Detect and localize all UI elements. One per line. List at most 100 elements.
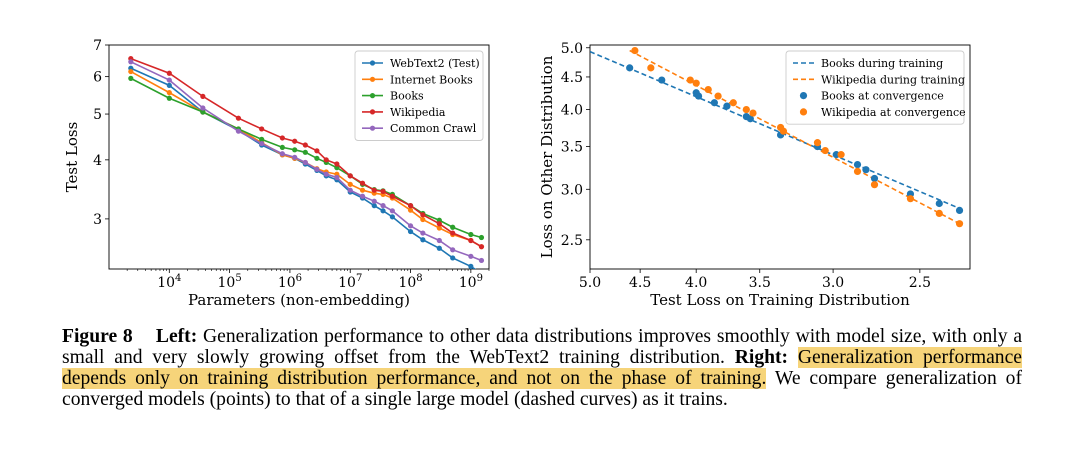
legend-frame xyxy=(785,50,965,125)
x-tick-exponent: 7 xyxy=(356,273,362,284)
data-point-books xyxy=(259,136,265,142)
x-tick-label: 107 xyxy=(338,273,362,291)
data-point-common-crawl xyxy=(279,151,285,157)
data-point-internet-books xyxy=(347,181,353,187)
y-tick-label: 2.5 xyxy=(561,233,583,249)
x-tick-base: 10 xyxy=(459,275,477,291)
y-tick-label: 3 xyxy=(93,212,102,228)
plot-frame xyxy=(108,44,490,270)
data-point-common-crawl xyxy=(468,253,474,259)
data-point-common-crawl xyxy=(371,198,377,204)
legend-label-wikipedia-during-training: Wikipedia during training xyxy=(821,73,965,86)
data-point-wikipedia-at-convergence xyxy=(704,85,712,94)
x-tick-label: 3.0 xyxy=(822,275,844,291)
data-point-wikipedia xyxy=(323,157,329,163)
data-point-common-crawl xyxy=(292,154,298,160)
data-point-wikipedia-at-convergence xyxy=(821,146,829,155)
data-point-wikipedia-at-convergence xyxy=(935,209,943,218)
data-point-books xyxy=(166,95,172,101)
legend-marker-wikipedia xyxy=(369,109,376,115)
legend-frame xyxy=(354,50,484,141)
data-point-wikipedia xyxy=(334,161,340,167)
data-point-common-crawl xyxy=(450,247,456,253)
y-tick-label: 3.0 xyxy=(561,182,583,198)
x-tick-base: 10 xyxy=(338,275,356,291)
x-tick-label: 105 xyxy=(218,273,242,291)
data-point-books-at-convergence xyxy=(694,92,703,100)
legend: Books during training Wikipedia during tr… xyxy=(785,50,966,125)
x-tick-label: 109 xyxy=(459,273,483,291)
series-line-books xyxy=(130,77,482,239)
x-tick-exponent: 8 xyxy=(416,273,422,284)
data-point-books xyxy=(450,224,456,230)
x-tick-base: 10 xyxy=(278,275,296,291)
x-tick-base: 10 xyxy=(157,275,175,291)
data-point-books-at-convergence xyxy=(870,174,879,183)
data-point-wikipedia-at-convergence xyxy=(853,167,862,176)
caption-closing-text: We compare generalization of converged m… xyxy=(62,368,1022,410)
data-point-wikipedia xyxy=(468,237,474,244)
data-point-wikipedia xyxy=(292,138,298,144)
data-point-internet-books xyxy=(359,187,366,193)
data-point-books-at-convergence xyxy=(626,64,634,72)
data-point-wikipedia xyxy=(407,203,414,209)
data-point-common-crawl xyxy=(347,187,353,193)
y-axis-label: Test Loss xyxy=(63,122,81,193)
data-point-wikipedia xyxy=(259,126,265,132)
data-point-common-crawl xyxy=(128,59,134,65)
plot-area xyxy=(590,46,964,228)
x-tick-label: 104 xyxy=(157,273,181,291)
data-point-wikipedia-at-convergence xyxy=(813,139,822,147)
data-point-webtext2-test xyxy=(407,228,414,235)
data-point-wikipedia xyxy=(314,148,320,154)
data-point-wikipedia xyxy=(478,244,485,250)
data-point-common-crawl xyxy=(334,174,340,181)
data-point-common-crawl xyxy=(235,128,242,134)
data-point-books xyxy=(478,234,485,241)
series-line-books-during-training xyxy=(590,50,960,210)
data-point-common-crawl xyxy=(420,230,426,236)
caption-left-label: Left: xyxy=(155,326,198,347)
data-point-wikipedia xyxy=(359,180,366,186)
data-point-wikipedia-at-convergence xyxy=(955,220,964,228)
y-tick-label: 3.5 xyxy=(561,140,583,156)
y-axis-label: Loss on Other Distribution xyxy=(538,55,556,258)
legend-label-books-during-training: Books during training xyxy=(821,57,943,70)
figure-caption: Figure 8 Left: Generalization performanc… xyxy=(62,326,1022,410)
x-tick-exponent: 6 xyxy=(296,273,302,284)
y-tick-label: 5 xyxy=(93,107,102,123)
data-point-webtext2-test xyxy=(450,255,456,261)
data-point-webtext2-test xyxy=(436,245,442,251)
data-point-books-at-convergence xyxy=(746,115,754,123)
data-point-wikipedia xyxy=(279,135,285,141)
data-point-wikipedia xyxy=(302,142,308,148)
legend-label-internet-books: Internet Books xyxy=(390,73,473,86)
data-point-books xyxy=(200,109,206,115)
legend-label-wikipedia: Wikipedia xyxy=(390,106,446,119)
legend-marker-books xyxy=(369,93,376,99)
caption-figure-label: Figure 8 xyxy=(62,326,133,347)
caption-left-text: Generalization performance to other data… xyxy=(62,326,1023,368)
data-point-wikipedia-at-convergence xyxy=(647,64,655,72)
data-point-internet-books xyxy=(166,90,172,96)
data-point-wikipedia-at-convergence xyxy=(749,109,757,117)
data-point-wikipedia-at-convergence xyxy=(906,195,915,203)
x-tick-base: 10 xyxy=(218,275,236,291)
data-point-wikipedia-at-convergence xyxy=(837,151,845,159)
plot-frame xyxy=(589,44,971,270)
data-point-wikipedia-at-convergence xyxy=(714,92,722,100)
series-line-common-crawl xyxy=(130,61,482,262)
x-tick-exponent: 9 xyxy=(477,273,483,284)
data-point-internet-books xyxy=(407,207,414,213)
data-point-common-crawl xyxy=(436,237,442,244)
data-point-books xyxy=(292,147,298,153)
data-point-wikipedia xyxy=(420,212,426,218)
data-point-webtext2-test xyxy=(380,208,386,214)
data-point-webtext2-test xyxy=(389,214,395,220)
data-point-wikipedia-at-convergence xyxy=(870,181,879,189)
data-point-common-crawl xyxy=(380,203,386,209)
caption-right-label: Right: xyxy=(734,347,789,368)
legend-label-webtext2-test: WebText2 (Test) xyxy=(390,57,480,70)
y-tick-label: 7 xyxy=(93,38,102,54)
